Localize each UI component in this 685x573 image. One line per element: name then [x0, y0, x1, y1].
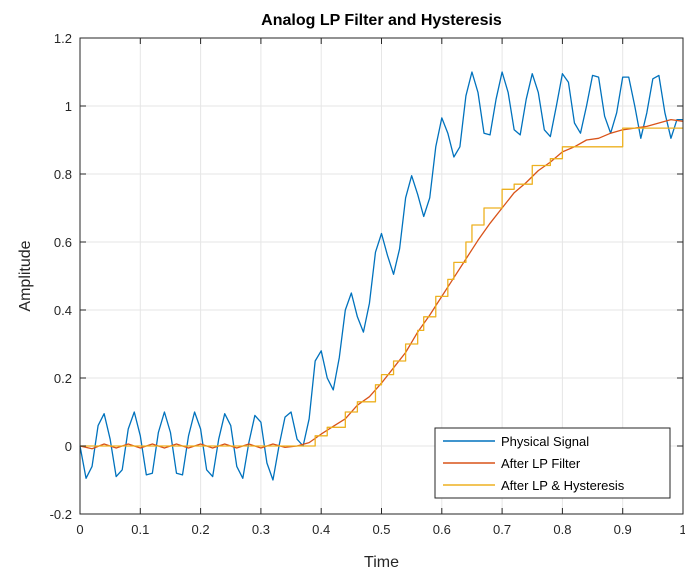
series-layer — [79, 71, 684, 481]
ticks — [79, 37, 684, 515]
y-tick-label: 0 — [65, 439, 72, 454]
legend-label-2: After LP & Hysteresis — [501, 478, 625, 493]
y-axis-label: Amplitude — [17, 240, 34, 311]
y-tick-label: 0.6 — [54, 235, 72, 250]
x-tick-label: 0.6 — [433, 522, 451, 537]
chart-title: Analog LP Filter and Hysteresis — [261, 12, 502, 29]
x-tick-label: 0.1 — [131, 522, 149, 537]
y-tick-label: 1.2 — [54, 31, 72, 46]
series-line-2 — [80, 127, 683, 447]
x-axis-label: Time — [364, 554, 399, 571]
tick-labels: 0 0.1 0.2 0.3 0.4 0.5 0.6 0.7 0.8 0.9 1 -0.2 0 0.2 0.4… — [50, 31, 685, 537]
x-tick-label: 0.2 — [192, 522, 210, 537]
x-tick-label: 0 — [76, 522, 83, 537]
x-tick-label: 0.5 — [372, 522, 390, 537]
y-tick-label: -0.2 — [50, 507, 72, 522]
y-tick-label: 0.8 — [54, 167, 72, 182]
y-tick-label: 0.4 — [54, 303, 72, 318]
y-tick-label: 0.2 — [54, 371, 72, 386]
y-tick-label: 1 — [65, 99, 72, 114]
x-tick-label: 0.7 — [493, 522, 511, 537]
x-tick-label: 0.8 — [553, 522, 571, 537]
x-tick-label: 0.4 — [312, 522, 330, 537]
series-line-0 — [79, 71, 683, 481]
legend-label-1: After LP Filter — [501, 456, 581, 471]
x-tick-label: 0.9 — [614, 522, 632, 537]
legend-items: Physical Signal After LP Filter After LP &… — [443, 434, 625, 493]
x-tick-label: 0.3 — [252, 522, 270, 537]
legend: Physical Signal After LP Filter After LP &… — [434, 427, 671, 499]
x-tick-label: 1 — [679, 522, 685, 537]
legend-label-0: Physical Signal — [501, 434, 589, 449]
